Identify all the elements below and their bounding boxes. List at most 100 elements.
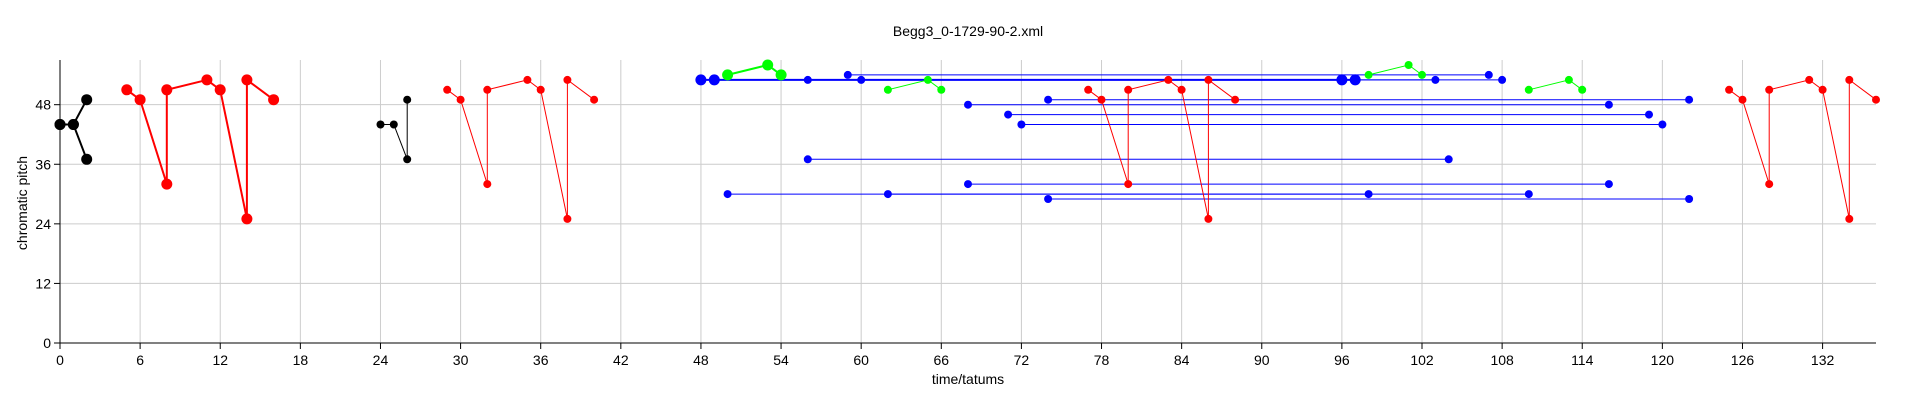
data-point <box>723 190 732 199</box>
data-point <box>1498 75 1507 84</box>
series-line <box>727 63 782 76</box>
data-point <box>1204 75 1213 84</box>
data-point <box>1164 75 1173 84</box>
data-point <box>722 69 734 81</box>
data-point <box>803 75 812 84</box>
series-green <box>1524 75 1587 94</box>
data-point <box>563 214 572 223</box>
data-point <box>536 85 545 94</box>
data-point <box>762 59 774 71</box>
data-point <box>376 120 385 129</box>
series-red <box>443 75 599 223</box>
data-point <box>1177 85 1186 94</box>
data-point <box>803 155 812 164</box>
data-point <box>1658 120 1667 129</box>
series-black <box>54 94 93 130</box>
data-point <box>1484 70 1493 79</box>
data-point <box>1124 180 1133 189</box>
series-red <box>1725 75 1880 223</box>
x-tick-label: 6 <box>136 352 144 368</box>
series-line <box>380 99 408 160</box>
y-ticks: 0 12 24 36 48 <box>35 97 60 351</box>
data-point <box>1364 70 1373 79</box>
series-black <box>376 95 412 164</box>
data-point <box>1645 110 1653 119</box>
data-point <box>1084 85 1093 94</box>
data-point <box>134 94 146 106</box>
x-tick-label: 60 <box>853 352 869 368</box>
data-point <box>843 70 852 79</box>
data-point <box>483 180 492 189</box>
axes <box>59 60 1876 344</box>
data-point <box>67 119 79 130</box>
x-tick-label: 0 <box>56 352 64 368</box>
series-blue <box>1044 195 1694 203</box>
x-tick-label: 132 <box>1811 352 1835 368</box>
x-tick-label: 36 <box>533 352 549 368</box>
data-point <box>1604 180 1613 189</box>
data-point <box>590 95 599 104</box>
x-tick-label: 126 <box>1731 352 1755 368</box>
series-green <box>883 75 946 94</box>
data-point <box>1685 195 1694 203</box>
series-blue <box>964 100 1613 109</box>
x-axis-label: time/tatums <box>932 371 1004 387</box>
data-point <box>268 94 280 106</box>
y-axis-label: chromatic pitch <box>14 156 30 250</box>
data-point <box>523 75 532 84</box>
data-point <box>456 95 465 104</box>
y-tick-label: 36 <box>35 156 51 172</box>
data-point <box>883 85 892 94</box>
data-point <box>1418 70 1426 79</box>
series-blue <box>843 70 1493 79</box>
data-point <box>695 74 707 86</box>
x-tick-label: 30 <box>453 352 469 368</box>
data-point <box>1765 180 1774 189</box>
data-point <box>1685 95 1694 104</box>
x-tick-label: 24 <box>373 352 389 368</box>
data-point <box>775 69 787 81</box>
data-point <box>1124 85 1133 94</box>
data-point <box>923 75 932 84</box>
x-tick-label: 72 <box>1014 352 1030 368</box>
x-tick-label: 108 <box>1490 352 1514 368</box>
data-point <box>1524 85 1533 94</box>
data-point <box>483 85 492 94</box>
x-tick-label: 96 <box>1334 352 1350 368</box>
data-point <box>1578 85 1587 94</box>
data-point <box>1044 95 1053 104</box>
grid-lines <box>60 60 1876 343</box>
data-point <box>857 75 866 84</box>
x-ticks: 0 6 12 18 24 30 36 42 48 54 60 66 72 78 84 90 96 102 108 11… <box>56 343 1834 368</box>
y-tick-label: 0 <box>43 335 51 351</box>
data-point <box>1845 75 1854 84</box>
data-point <box>1765 85 1774 94</box>
x-tick-label: 90 <box>1254 352 1270 368</box>
data-point <box>964 180 972 189</box>
series-green <box>722 59 787 81</box>
x-tick-label: 66 <box>934 352 950 368</box>
x-tick-label: 78 <box>1094 352 1110 368</box>
x-tick-label: 102 <box>1410 352 1434 368</box>
series-blue <box>857 75 1507 84</box>
data-point <box>81 94 93 106</box>
data-point <box>1564 75 1573 84</box>
x-tick-label: 114 <box>1571 352 1594 368</box>
data-point <box>883 190 892 199</box>
data-point <box>403 95 412 104</box>
x-tick-label: 42 <box>613 352 629 368</box>
data-point <box>443 85 452 94</box>
y-tick-label: 12 <box>35 275 51 291</box>
data-point <box>214 84 226 96</box>
series-line <box>1728 78 1877 220</box>
data-point <box>1017 120 1026 129</box>
data-point <box>1738 95 1747 104</box>
data-point <box>1805 75 1814 84</box>
data-point <box>1604 100 1613 109</box>
data-point <box>121 84 133 96</box>
data-point <box>161 178 173 190</box>
series-line <box>1087 78 1236 220</box>
data-point <box>1818 85 1827 94</box>
data-point <box>1872 95 1880 104</box>
